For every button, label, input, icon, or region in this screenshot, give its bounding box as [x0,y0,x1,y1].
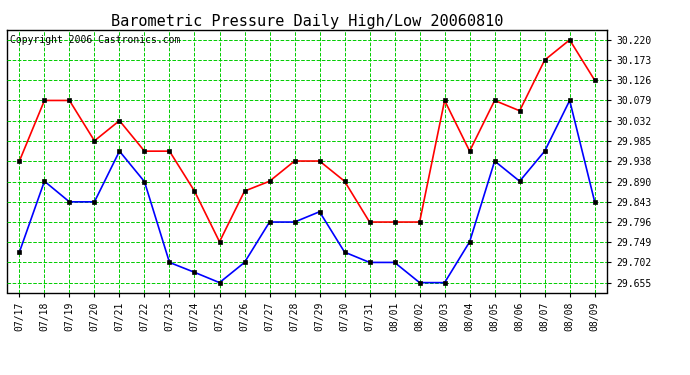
Title: Barometric Pressure Daily High/Low 20060810: Barometric Pressure Daily High/Low 20060… [111,14,503,29]
Text: Copyright 2006 Castronics.com: Copyright 2006 Castronics.com [10,35,180,45]
